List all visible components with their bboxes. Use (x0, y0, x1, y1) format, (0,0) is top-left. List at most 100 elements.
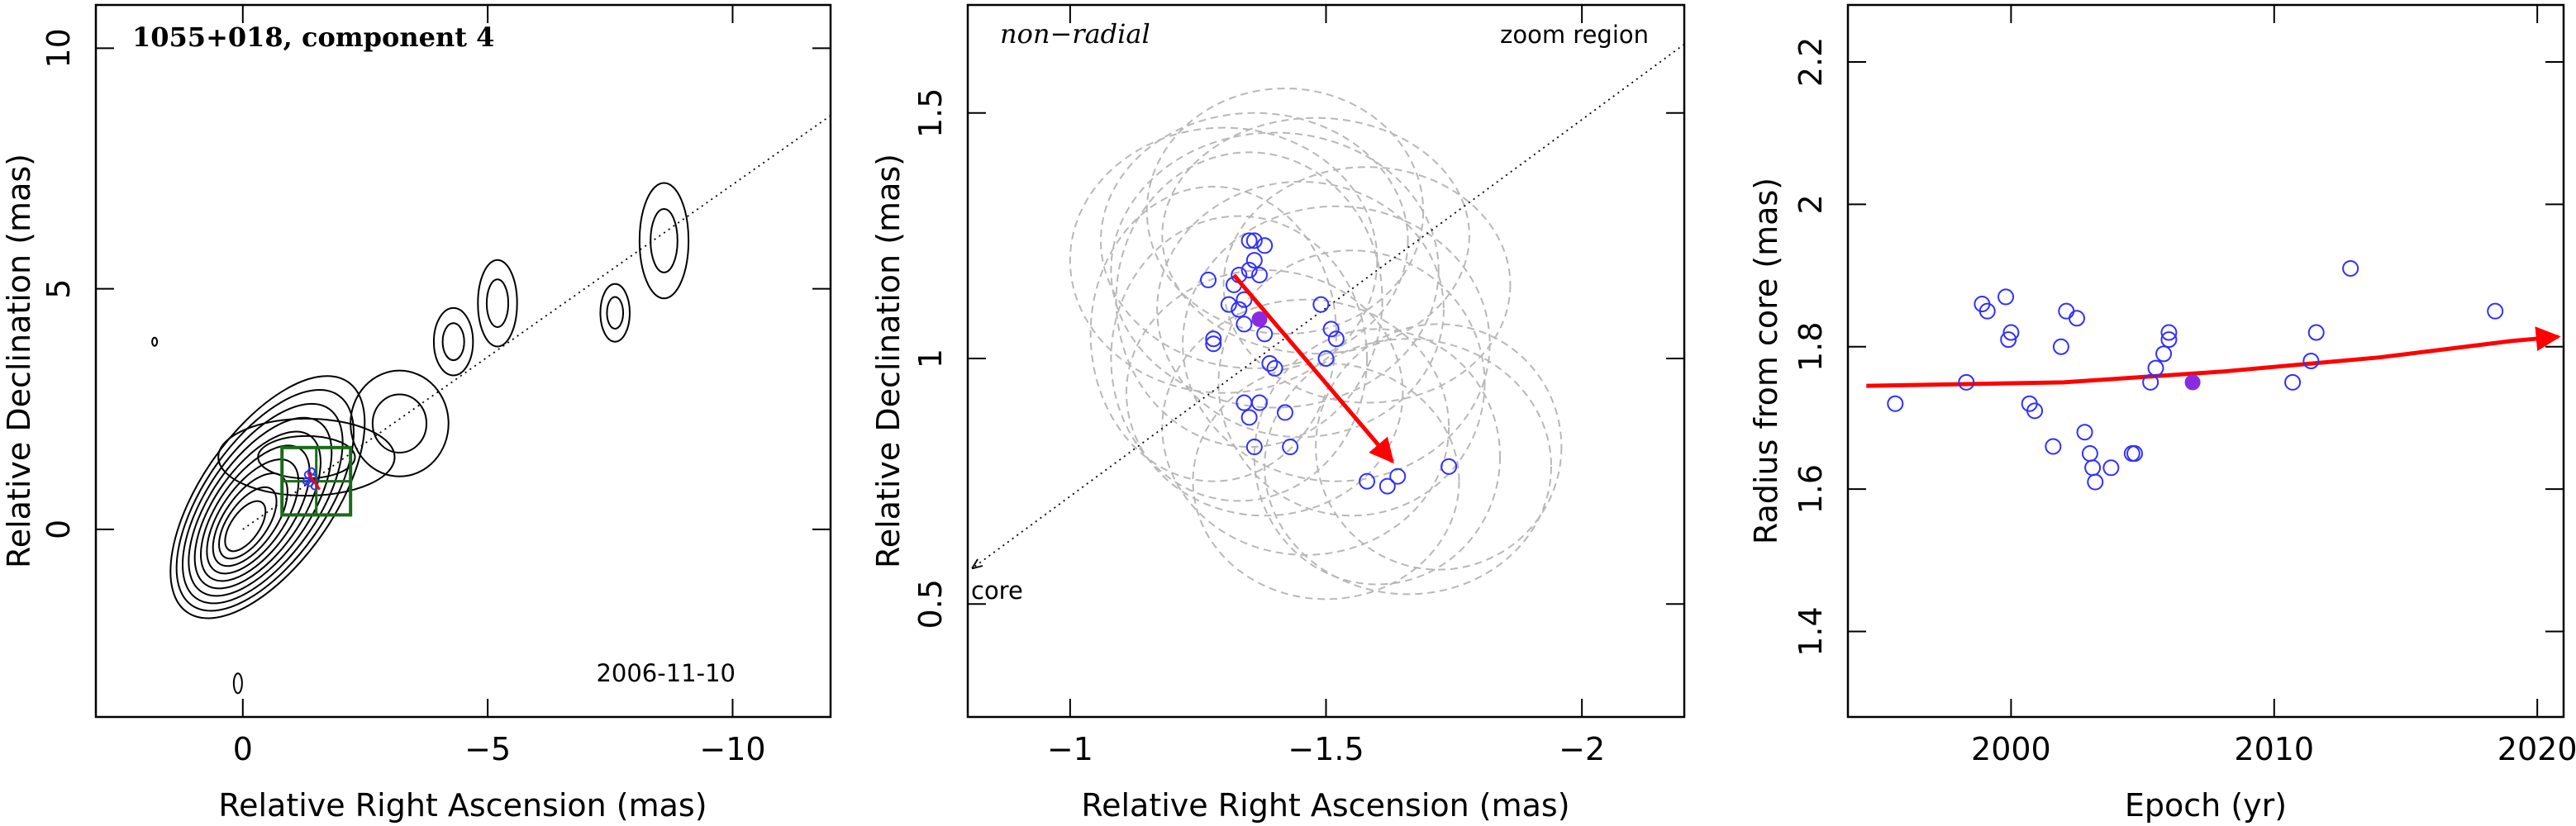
core-contour (169, 375, 366, 620)
radius-y-tick-label: 2.2 (1793, 37, 1829, 87)
jet-contour-inner (485, 278, 510, 328)
jet-axis-line (242, 115, 831, 530)
component-position (1205, 335, 1222, 353)
jet-contour (638, 182, 690, 300)
component-position (1205, 330, 1222, 348)
zoom-y-tick-label: 0.5 (912, 579, 949, 629)
contour-x-tick-label: −10 (699, 731, 765, 767)
error-ellipse (1100, 112, 1409, 369)
component-position (1389, 468, 1407, 485)
zoom-y-tick-label: 1 (912, 349, 949, 368)
radius-axes: 2000 2010 2020 1.4 1.6 1.8 2 2.2 (1793, 3, 2576, 767)
radius-data-point (2142, 373, 2159, 391)
radius-data-point (2000, 331, 2017, 349)
radius-data-point (2081, 445, 2098, 463)
core-contour (188, 416, 333, 597)
error-ellipse (1110, 215, 1369, 502)
error-ellipse (1217, 249, 1486, 517)
panel-radius-vs-epoch: 2000 2010 2020 1.4 1.6 1.8 2 2.2 Epoch (yr) Rad… (1748, 3, 2576, 824)
zoom-x-tick-label: −1 (1047, 731, 1093, 767)
jet-contour (350, 369, 450, 477)
noise-contour (151, 336, 159, 347)
radius-data-point (2045, 438, 2062, 455)
radius-x-axis-title: Epoch (yr) (2125, 787, 2287, 824)
component-position (1266, 359, 1283, 377)
zoom-x-axis-title: Relative Right Ascension (mas) (1081, 787, 1569, 824)
jet-contour (432, 306, 474, 377)
component-position (1236, 291, 1253, 308)
radius-trend-arrow (1866, 326, 2561, 388)
error-ellipse (1192, 362, 1460, 601)
radius-data-point (2068, 310, 2085, 327)
component-position (1261, 354, 1278, 372)
error-ellipse (1182, 205, 1491, 482)
current-epoch-position (1251, 311, 1268, 327)
radius-y-tick-label: 1.6 (1793, 464, 1829, 514)
non-radial-label: non−radial (1000, 18, 1150, 50)
error-ellipse (1161, 116, 1470, 355)
zoom-axes: −1 −1.5 −2 0.5 1 1.5 (912, 3, 1686, 767)
contour-x-axis-title: Relative Right Ascension (mas) (218, 787, 707, 824)
component-position (1240, 232, 1258, 249)
radius-data-point (2076, 424, 2093, 441)
contour-y-tick-label: 0 (40, 520, 77, 539)
radius-y-tick-label: 2 (1793, 194, 1829, 214)
radius-data-point (2102, 459, 2120, 477)
component-position (1220, 296, 1237, 313)
radius-data-point (2487, 302, 2504, 320)
radius-data-point (2147, 359, 2164, 377)
jet-contour-inner (371, 393, 428, 453)
contour-axes: 0 −5 −10 0 5 10 (40, 3, 832, 767)
radius-data-point (2302, 353, 2320, 369)
contour-map-title: 1055+018, component 4 (132, 21, 494, 53)
radius-x-tick-label: 2000 (1971, 731, 2051, 767)
contour-plot-area (151, 115, 831, 695)
jet-contour (477, 259, 518, 348)
contour-x-tick-label: 0 (233, 731, 253, 767)
component-position (1236, 394, 1253, 411)
component-position (1256, 237, 1274, 254)
zoom-x-tick-label: −2 (1559, 731, 1605, 767)
radius-data-point (2058, 302, 2075, 320)
component-position (1378, 477, 1396, 495)
zoom-y-tick-label: 1.5 (912, 88, 949, 138)
radius-data-point (2126, 445, 2144, 463)
component-position (1240, 262, 1258, 279)
core-contour (206, 458, 300, 575)
contour-y-tick-label: 10 (40, 28, 77, 68)
core-contour (175, 389, 355, 612)
radius-data-point (1978, 302, 1996, 320)
panel-contour-map: 0 −5 −10 0 5 10 1055+018, component 4 2006-11… (1, 3, 832, 824)
component-position (1245, 439, 1263, 456)
error-ellipse (1125, 269, 1404, 517)
jet-contour-inner (650, 207, 679, 273)
noise-contour (232, 672, 243, 695)
error-ellipse (1315, 323, 1563, 571)
radius-data-point (2084, 459, 2102, 477)
component-position (1276, 404, 1293, 421)
component-position (307, 467, 316, 476)
component-position (1282, 439, 1299, 456)
zoom-x-tick-label: −1.5 (1288, 731, 1364, 767)
jet-contour (599, 282, 631, 343)
component-position (1245, 252, 1263, 269)
zoom-frame (966, 3, 1686, 719)
component-position (1322, 320, 1340, 338)
radius-y-tick-label: 1.4 (1793, 606, 1829, 656)
jet-contour-inner (606, 296, 625, 330)
component-position (1256, 325, 1274, 343)
component-position (1236, 316, 1253, 333)
radius-data-point (1958, 373, 1975, 391)
radius-y-tick-label: 1.8 (1793, 322, 1829, 372)
core-label: core (971, 577, 1023, 605)
component-position (1250, 394, 1268, 411)
error-ellipse (1264, 338, 1552, 596)
radius-frame (1846, 3, 2565, 719)
panel-zoom-region: −1 −1.5 −2 0.5 1 1.5 non−radial zoom region c… (870, 3, 1686, 824)
radius-plot-area (1866, 259, 2561, 491)
radius-data-point (2002, 324, 2020, 341)
component-position (1327, 330, 1345, 348)
component-position (1231, 301, 1248, 318)
core-contour (181, 402, 344, 605)
